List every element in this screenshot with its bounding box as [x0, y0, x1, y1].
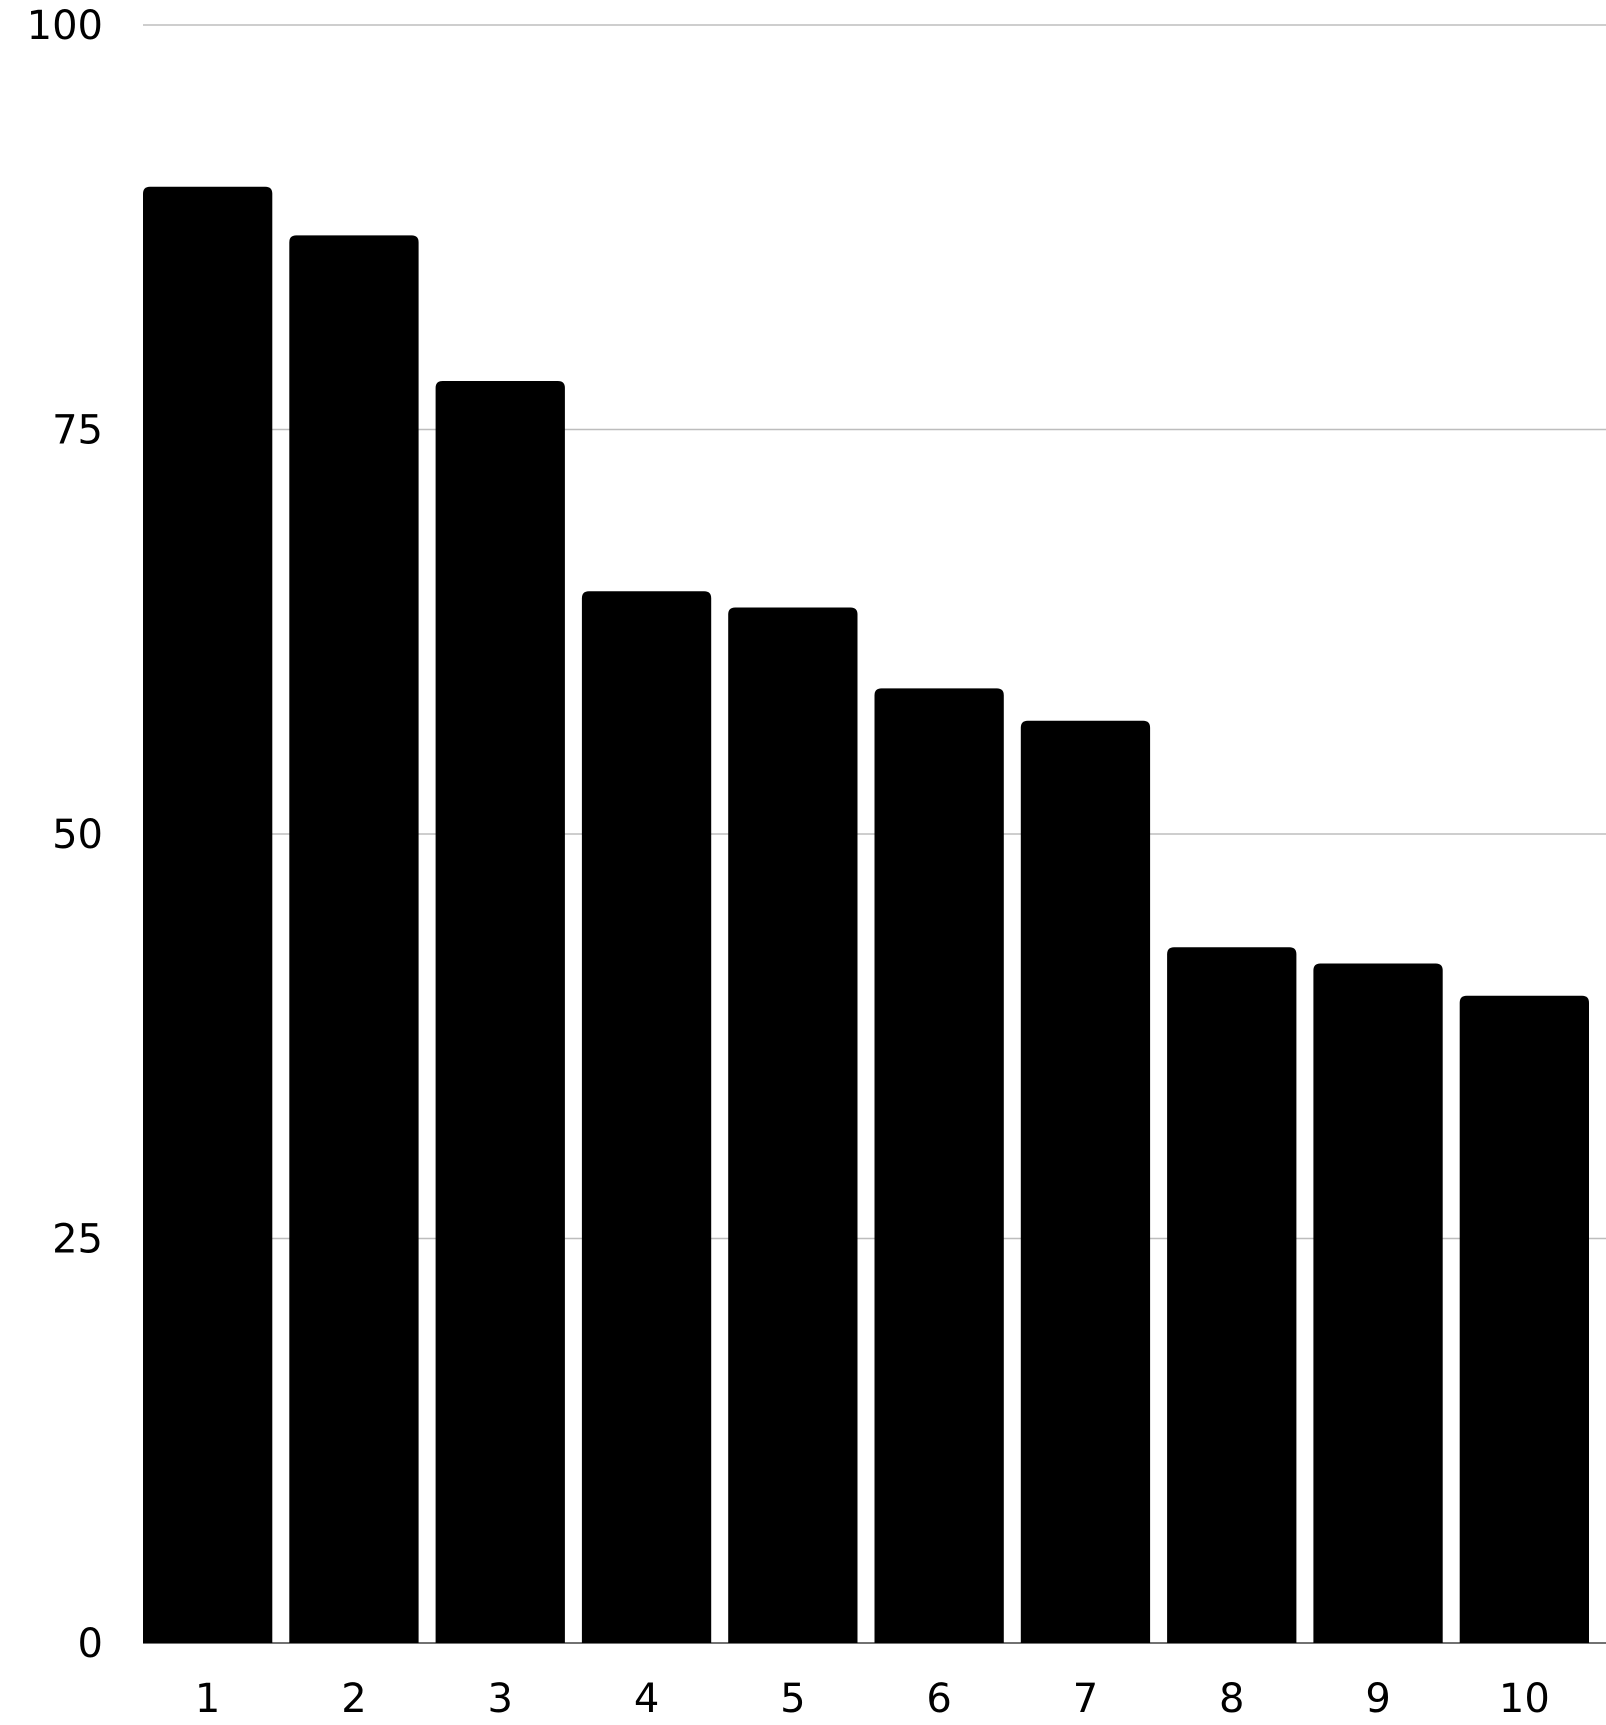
- bar-6: [874, 688, 1004, 1643]
- x-tick-label: 5: [780, 1676, 805, 1722]
- bar-9: [1313, 963, 1443, 1643]
- bar-1: [143, 186, 273, 1643]
- y-tick-label: 75: [52, 408, 103, 454]
- x-tick-label: 7: [1073, 1676, 1098, 1722]
- y-tick-label: 100: [27, 3, 103, 49]
- bar-3: [435, 380, 565, 1644]
- x-tick-label: 2: [341, 1676, 366, 1722]
- bar-7: [1020, 720, 1151, 1643]
- x-tick-label: 3: [488, 1676, 513, 1722]
- bar-10: [1459, 995, 1589, 1643]
- x-tick-label: 8: [1219, 1676, 1244, 1722]
- x-tick-label: 10: [1499, 1676, 1550, 1722]
- x-tick-label: 1: [195, 1676, 220, 1722]
- y-tick-label: 0: [78, 1621, 103, 1667]
- y-tick-label: 25: [52, 1217, 103, 1263]
- bar-5: [728, 607, 858, 1643]
- bar-8: [1167, 947, 1297, 1643]
- bar-4: [581, 591, 712, 1643]
- x-tick-label: 9: [1365, 1676, 1390, 1722]
- x-tick-label: 6: [926, 1676, 951, 1722]
- bar-2: [289, 235, 419, 1644]
- x-tick-label: 4: [634, 1676, 659, 1722]
- y-tick-label: 50: [52, 812, 103, 858]
- bars: [143, 186, 1589, 1644]
- x-axis-tick-labels: 1 2 3 4 5 6 7 8 9 10: [195, 1676, 1550, 1722]
- y-axis-tick-labels: 0 25 50 75 100: [27, 3, 103, 1667]
